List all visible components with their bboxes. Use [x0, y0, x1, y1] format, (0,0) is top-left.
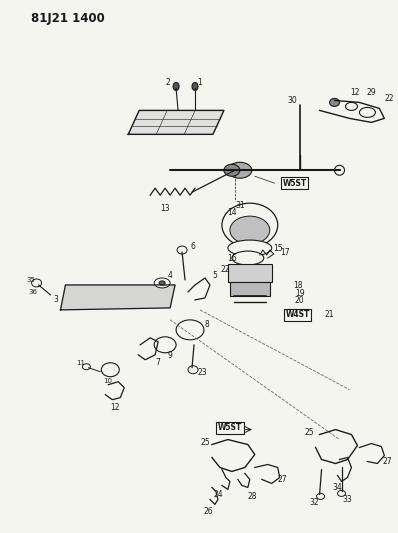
Text: 3: 3 — [53, 295, 58, 304]
Ellipse shape — [192, 83, 198, 91]
Text: 5: 5 — [213, 271, 217, 280]
Ellipse shape — [173, 83, 179, 91]
Text: 11: 11 — [76, 360, 85, 366]
Text: 22: 22 — [220, 265, 230, 274]
Text: 22: 22 — [384, 94, 394, 103]
Text: 31: 31 — [235, 200, 245, 209]
Ellipse shape — [330, 99, 339, 107]
Text: 27: 27 — [382, 457, 392, 466]
Text: 28: 28 — [247, 492, 257, 501]
Text: 81J21 1400: 81J21 1400 — [31, 12, 104, 25]
Text: 24: 24 — [213, 490, 223, 499]
Text: 12: 12 — [350, 88, 359, 97]
Text: 18: 18 — [293, 281, 302, 290]
Text: 26: 26 — [203, 507, 213, 516]
Ellipse shape — [176, 320, 204, 340]
Polygon shape — [128, 110, 224, 134]
Text: 6: 6 — [191, 241, 195, 251]
Text: 17: 17 — [280, 247, 289, 256]
Bar — [230, 282, 270, 296]
Text: W5ST: W5ST — [218, 423, 242, 432]
Text: 29: 29 — [367, 88, 376, 97]
Text: 19: 19 — [295, 289, 304, 298]
Text: W4ST: W4ST — [285, 310, 310, 319]
Ellipse shape — [101, 363, 119, 377]
Bar — [228, 264, 272, 282]
Ellipse shape — [228, 162, 252, 178]
Ellipse shape — [335, 165, 345, 175]
Text: 21: 21 — [325, 310, 334, 319]
Text: 10: 10 — [103, 378, 112, 384]
Text: 20: 20 — [295, 296, 304, 305]
Ellipse shape — [31, 279, 41, 287]
Text: 7: 7 — [156, 358, 160, 367]
Text: 36: 36 — [28, 289, 37, 295]
Text: 1: 1 — [198, 78, 202, 87]
Ellipse shape — [316, 494, 324, 499]
Ellipse shape — [359, 108, 375, 117]
Text: 35: 35 — [26, 277, 35, 283]
Text: 27: 27 — [278, 475, 287, 484]
Ellipse shape — [222, 203, 278, 247]
Text: 9: 9 — [168, 351, 173, 360]
Text: 32: 32 — [310, 498, 320, 507]
Text: 23: 23 — [197, 368, 207, 377]
Ellipse shape — [232, 251, 264, 265]
Ellipse shape — [338, 490, 345, 496]
Text: 25: 25 — [200, 438, 210, 447]
Ellipse shape — [159, 281, 165, 285]
Text: 8: 8 — [205, 320, 209, 329]
Ellipse shape — [230, 216, 270, 244]
Ellipse shape — [82, 364, 90, 370]
Text: 4: 4 — [168, 271, 173, 280]
Text: 30: 30 — [288, 96, 298, 105]
Ellipse shape — [228, 240, 272, 256]
Text: 25: 25 — [305, 428, 314, 437]
Polygon shape — [60, 285, 175, 310]
Text: 14: 14 — [227, 208, 237, 216]
Text: 12: 12 — [111, 403, 120, 412]
Text: 13: 13 — [160, 204, 170, 213]
Ellipse shape — [224, 164, 240, 176]
Text: 15: 15 — [273, 244, 283, 253]
Text: 2: 2 — [166, 78, 170, 87]
Ellipse shape — [345, 102, 357, 110]
Ellipse shape — [177, 246, 187, 254]
Ellipse shape — [154, 337, 176, 353]
Text: W5ST: W5ST — [283, 179, 307, 188]
Text: 33: 33 — [343, 495, 352, 504]
Text: 16: 16 — [227, 254, 237, 263]
Ellipse shape — [154, 278, 170, 288]
Ellipse shape — [188, 366, 198, 374]
Text: 34: 34 — [333, 483, 342, 492]
